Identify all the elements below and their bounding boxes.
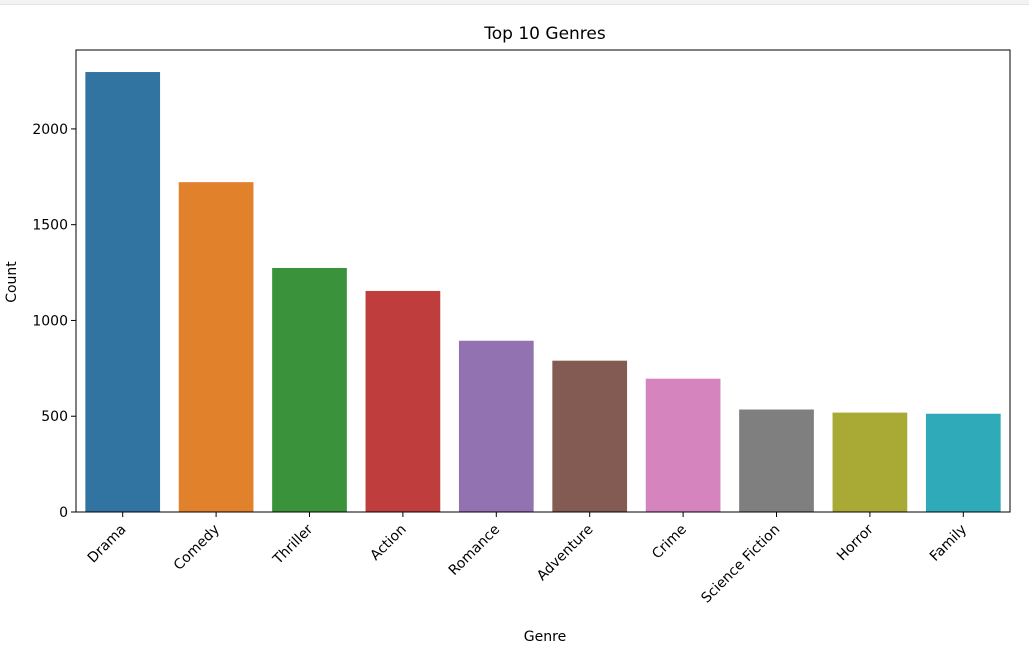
- chart-title: Top 10 Genres: [483, 24, 606, 44]
- x-axis-label: Genre: [524, 629, 566, 645]
- x-tick-label: Drama: [85, 522, 130, 567]
- x-tick-label: Horror: [834, 521, 877, 564]
- x-tick-label: Crime: [649, 522, 690, 563]
- bar-crime: [645, 378, 721, 512]
- bar-family: [925, 413, 1001, 512]
- x-tick-label: Action: [367, 522, 409, 564]
- x-tick-label: Adventure: [534, 522, 597, 585]
- x-tick-label: Thriller: [270, 521, 317, 568]
- y-tick-label: 1000: [32, 313, 68, 329]
- x-tick-label: Romance: [446, 522, 503, 579]
- bar-action: [365, 290, 441, 512]
- y-tick-label: 0: [59, 505, 68, 521]
- axes-layer: [75, 49, 1011, 513]
- notebook-output-divider: [0, 0, 1029, 5]
- y-tick-label: 1500: [32, 218, 68, 234]
- bar-adventure: [552, 360, 628, 512]
- x-tick-label: Family: [927, 522, 970, 565]
- y-tick-label: 500: [41, 409, 68, 425]
- y-axis-ticks: 0 500 1000 1500 2000: [32, 122, 76, 521]
- bar-comedy: [178, 182, 254, 512]
- x-axis-ticks: Drama Comedy Thriller Action Romance Adventur…: [85, 512, 970, 606]
- plot-frame: [75, 49, 1011, 513]
- x-tick-label: Science Fiction: [698, 522, 783, 607]
- x-tick-label: Comedy: [171, 522, 223, 574]
- bars-layer: [85, 72, 1001, 512]
- y-tick-label: 2000: [32, 122, 68, 138]
- bar-drama: [85, 72, 161, 512]
- bar-romance: [458, 340, 534, 512]
- bar-horror: [832, 412, 908, 512]
- bar-thriller: [272, 267, 347, 512]
- bar-science-fiction: [739, 409, 814, 512]
- y-axis-label: Count: [4, 261, 20, 303]
